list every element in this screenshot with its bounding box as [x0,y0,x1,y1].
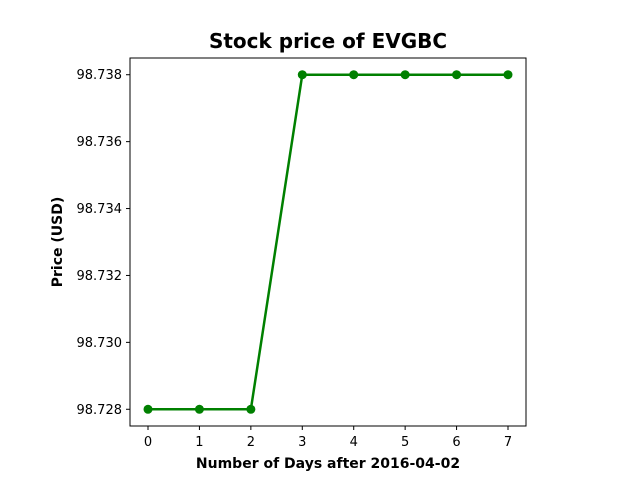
data-point [143,404,153,414]
x-tick-label: 6 [452,435,460,450]
y-tick-label: 98.734 [77,202,123,217]
y-tick-label: 98.732 [77,269,123,284]
chart-title: Stock price of EVGBC [209,29,447,53]
x-axis-label: Number of Days after 2016-04-02 [196,456,460,472]
x-tick-label: 2 [247,435,255,450]
x-tick-label: 3 [298,435,306,450]
data-point [349,70,359,80]
x-tick-label: 5 [401,435,409,450]
y-tick-label: 98.736 [77,135,123,150]
data-point [194,404,204,414]
x-tick-label: 4 [350,435,358,450]
data-point [503,70,513,80]
data-point [297,70,307,80]
y-tick-label: 98.738 [77,68,123,83]
x-axis: 0 1 2 3 4 5 6 7 [144,426,512,450]
y-axis-label: Price (USD) [50,197,66,288]
x-tick-label: 7 [504,435,512,450]
plot-area [129,57,527,427]
series-layer [143,70,513,414]
x-tick-label: 1 [195,435,203,450]
data-point [452,70,462,80]
series-line [148,73,508,411]
x-tick-label: 0 [144,435,152,450]
y-axis: 98.728 98.730 98.732 98.734 98.736 98.738 [77,68,130,418]
data-point [246,404,256,414]
y-tick-label: 98.730 [77,336,123,351]
y-tick-label: 98.728 [77,403,123,418]
data-point [400,70,410,80]
